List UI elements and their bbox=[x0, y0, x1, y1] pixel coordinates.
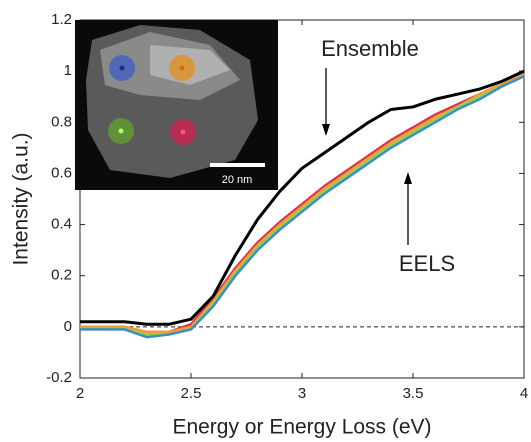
y-tick-label: 1 bbox=[64, 62, 72, 79]
x-tick-label: 4 bbox=[520, 385, 528, 402]
y-tick-label: 1.2 bbox=[51, 11, 72, 28]
inset-image bbox=[75, 20, 278, 190]
y-axis-title: Intensity (a.u.) bbox=[10, 132, 33, 265]
x-tick-label: 3.5 bbox=[403, 385, 424, 402]
annotation: EELS bbox=[399, 251, 455, 276]
line-series bbox=[80, 69, 525, 326]
x-axis-title: Energy or Energy Loss (eV) bbox=[172, 416, 431, 439]
y-tick-label: 0.2 bbox=[51, 267, 72, 284]
arrow-head bbox=[404, 172, 412, 184]
arrow-head bbox=[322, 124, 330, 136]
x-tick-label: 2.5 bbox=[181, 385, 202, 402]
line-series bbox=[80, 75, 525, 339]
y-tick-label: 0.6 bbox=[51, 164, 72, 181]
scale-label: 20 nm bbox=[222, 174, 253, 186]
line-series bbox=[80, 75, 525, 336]
y-tick-label: 0.8 bbox=[51, 113, 72, 130]
x-tick-label: 3 bbox=[298, 385, 306, 402]
x-tick-label: 2 bbox=[76, 385, 84, 402]
y-tick-label: -0.2 bbox=[46, 369, 72, 386]
y-tick-label: 0.4 bbox=[51, 216, 72, 233]
annotation: Ensemble bbox=[321, 36, 419, 61]
y-tick-label: 0 bbox=[64, 318, 72, 335]
